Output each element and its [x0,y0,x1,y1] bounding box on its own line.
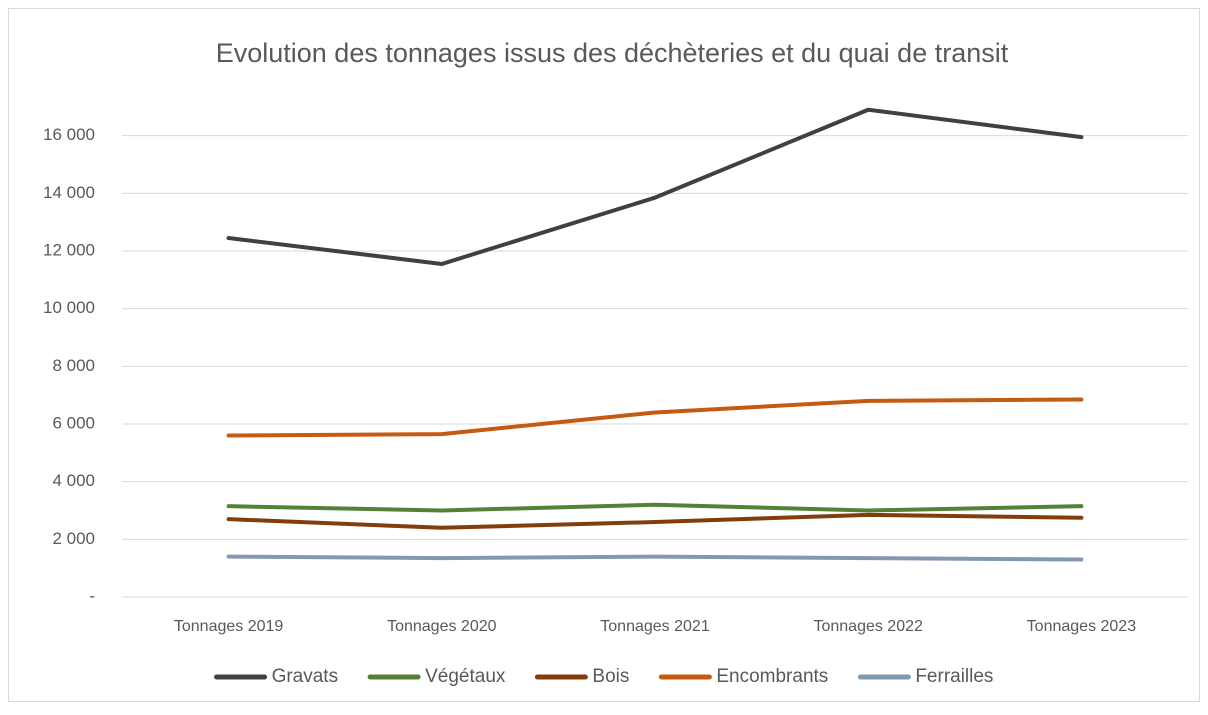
y-tick-label: 12 000 [43,240,95,259]
y-tick-label: 6 000 [52,413,95,432]
y-tick-label: - [89,586,95,605]
series-line [226,502,1084,513]
y-tick-label: 4 000 [52,471,95,490]
x-tick-label: Tonnages 2020 [387,618,497,635]
y-tick-label: 2 000 [52,529,95,548]
series-line [226,512,1084,530]
x-tick-label: Tonnages 2021 [600,618,710,635]
chart-title: Evolution des tonnages issus des déchète… [216,38,1009,68]
y-tick-label: 10 000 [43,298,95,317]
series-line [226,397,1084,438]
series-line [226,107,1084,266]
series-line [226,554,1084,562]
legend-label: Végétaux [425,666,506,687]
x-tick-label: Tonnages 2023 [1027,618,1137,635]
legend-label: Bois [592,666,629,687]
legend-label: Gravats [272,666,339,687]
y-tick-label: 16 000 [43,125,95,144]
legend-label: Ferrailles [915,666,993,687]
legend-label: Encombrants [716,666,828,687]
chart-frame [8,8,1200,702]
x-tick-label: Tonnages 2019 [174,618,284,635]
y-tick-label: 8 000 [52,356,95,375]
y-tick-label: 14 000 [43,183,95,202]
x-tick-label: Tonnages 2022 [813,618,923,635]
